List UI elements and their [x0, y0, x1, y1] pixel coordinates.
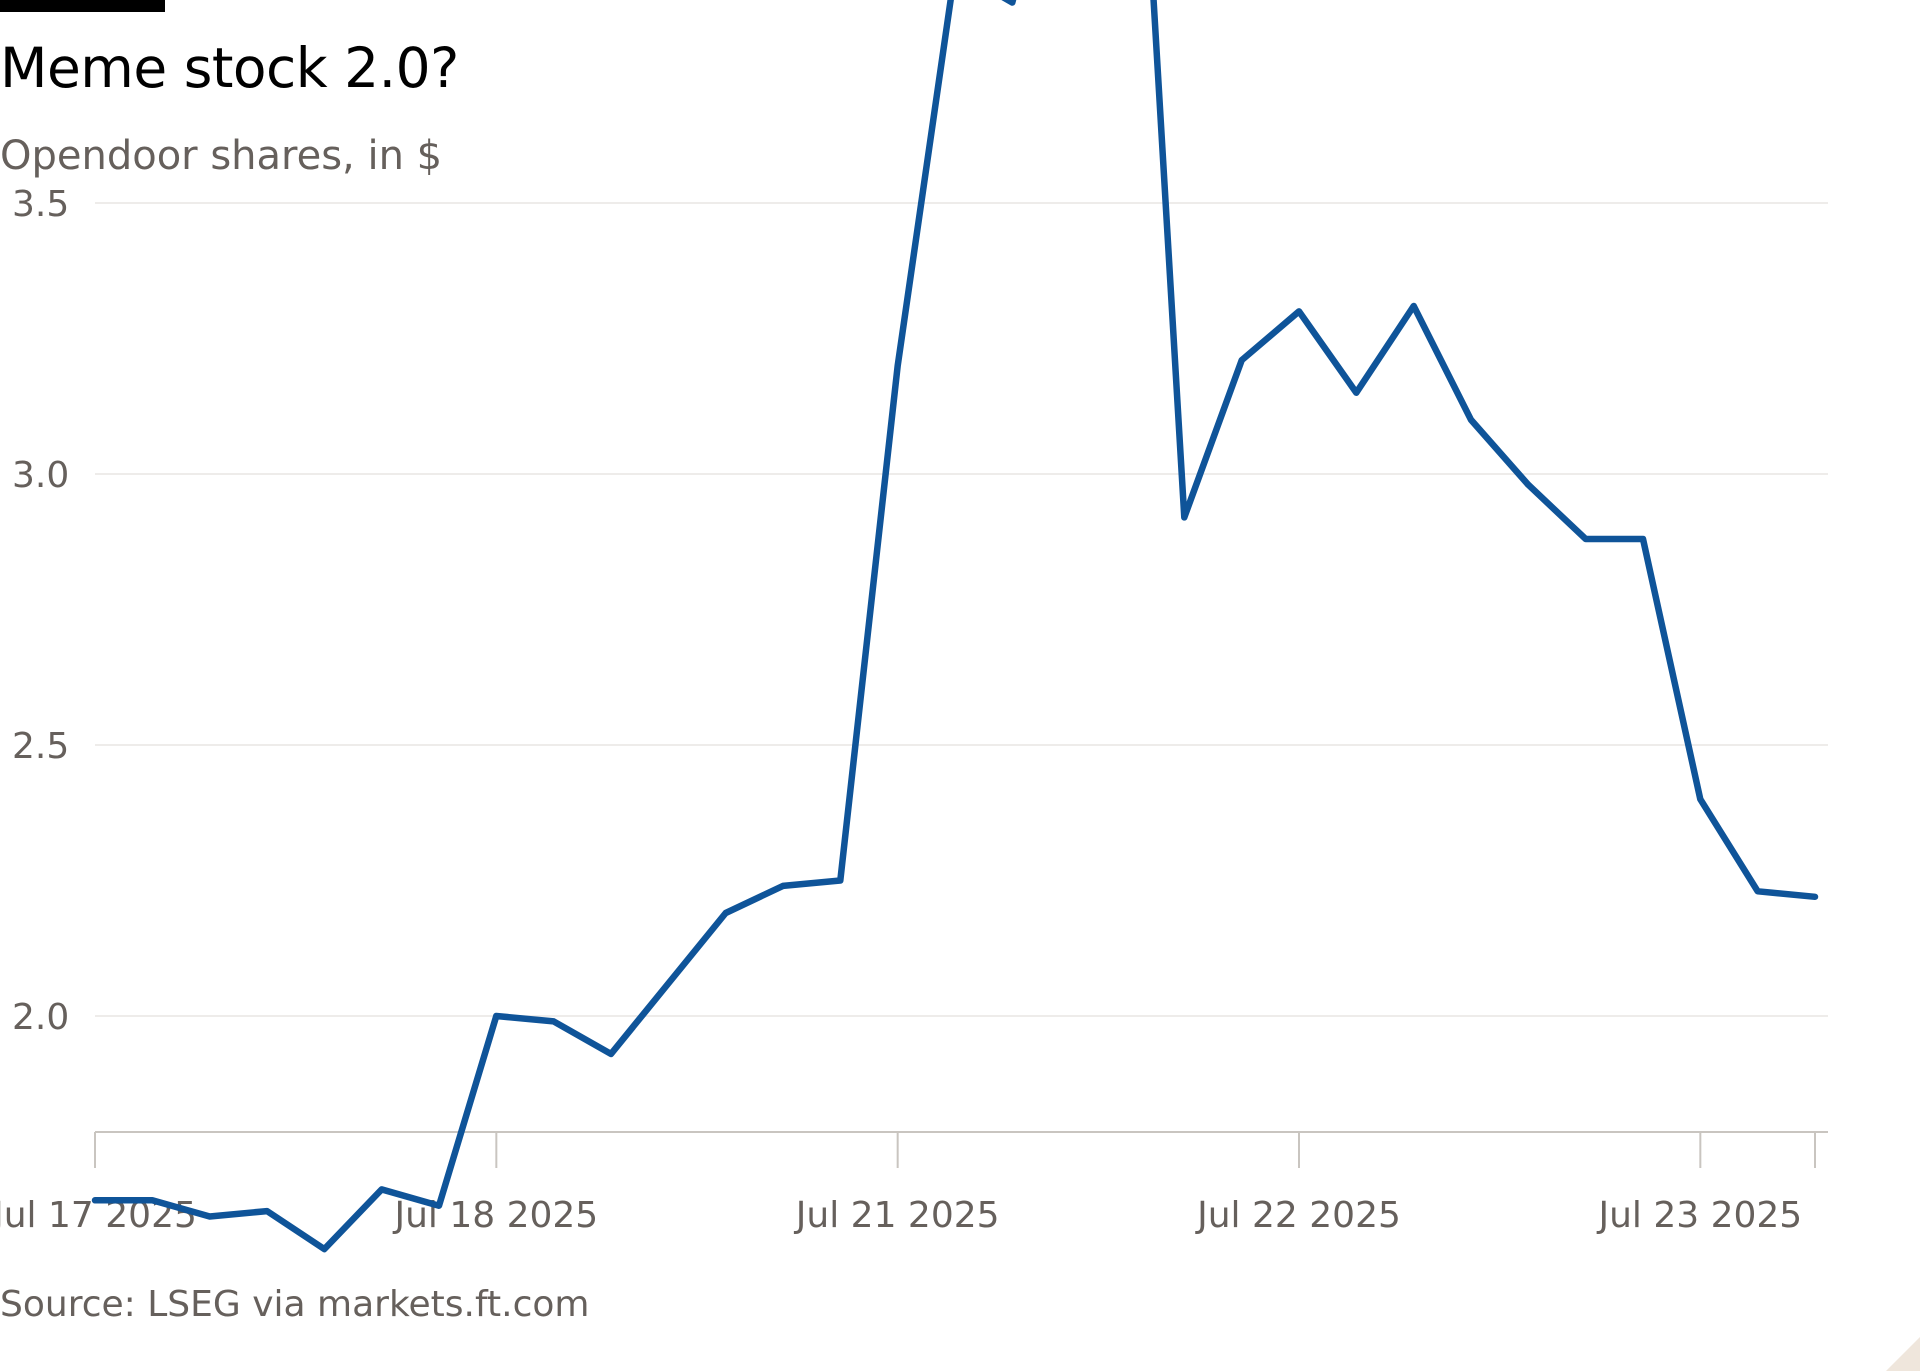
data-point	[1643, 539, 1644, 540]
data-point	[209, 1216, 210, 1217]
series-line	[91, 0, 1819, 1253]
y-tick-label: 3.5	[12, 184, 69, 225]
data-point	[1757, 891, 1758, 892]
data-point	[1241, 360, 1242, 361]
data-point	[1585, 539, 1586, 540]
data-point	[267, 1211, 268, 1212]
source-note: Source: LSEG via markets.ft.com	[0, 1284, 590, 1325]
y-axis-labels: 2.02.53.03.54.04.5	[12, 184, 69, 1038]
data-point	[439, 1205, 440, 1206]
corner-decoration	[1886, 1337, 1920, 1371]
data-point	[1184, 517, 1185, 518]
data-point	[611, 1053, 612, 1054]
data-point	[324, 1249, 325, 1250]
y-tick-label: 2.5	[12, 726, 69, 767]
data-point	[1700, 799, 1701, 800]
data-point	[95, 1200, 96, 1201]
x-tick-label: Jul 23 2025	[1596, 1195, 1802, 1236]
series-layer	[91, 0, 1819, 1253]
chart-subtitle: Opendoor shares, in $	[0, 133, 443, 179]
gridlines	[95, 202, 1828, 1017]
data-point	[1356, 392, 1357, 393]
data-point	[152, 1200, 153, 1201]
data-point	[840, 880, 841, 881]
x-tick-label: Jul 22 2025	[1195, 1195, 1401, 1236]
y-tick-label: 3.0	[12, 455, 69, 496]
data-point	[897, 365, 898, 366]
data-point	[553, 1021, 554, 1022]
data-point	[1413, 305, 1414, 306]
y-tick-label: 2.0	[12, 997, 69, 1038]
data-point	[1299, 311, 1300, 312]
x-axis	[94, 1131, 1828, 1168]
data-point	[496, 1016, 497, 1017]
data-point	[725, 913, 726, 914]
data-point	[1815, 896, 1816, 897]
data-point	[1471, 419, 1472, 420]
x-tick-label: Jul 21 2025	[794, 1195, 1000, 1236]
data-point	[1528, 484, 1529, 485]
data-point	[783, 885, 784, 886]
chart-title: Meme stock 2.0?	[0, 36, 459, 100]
data-point	[381, 1189, 382, 1190]
data-point	[668, 983, 669, 984]
data-point	[1012, 2, 1013, 3]
brand-bar	[0, 0, 165, 12]
